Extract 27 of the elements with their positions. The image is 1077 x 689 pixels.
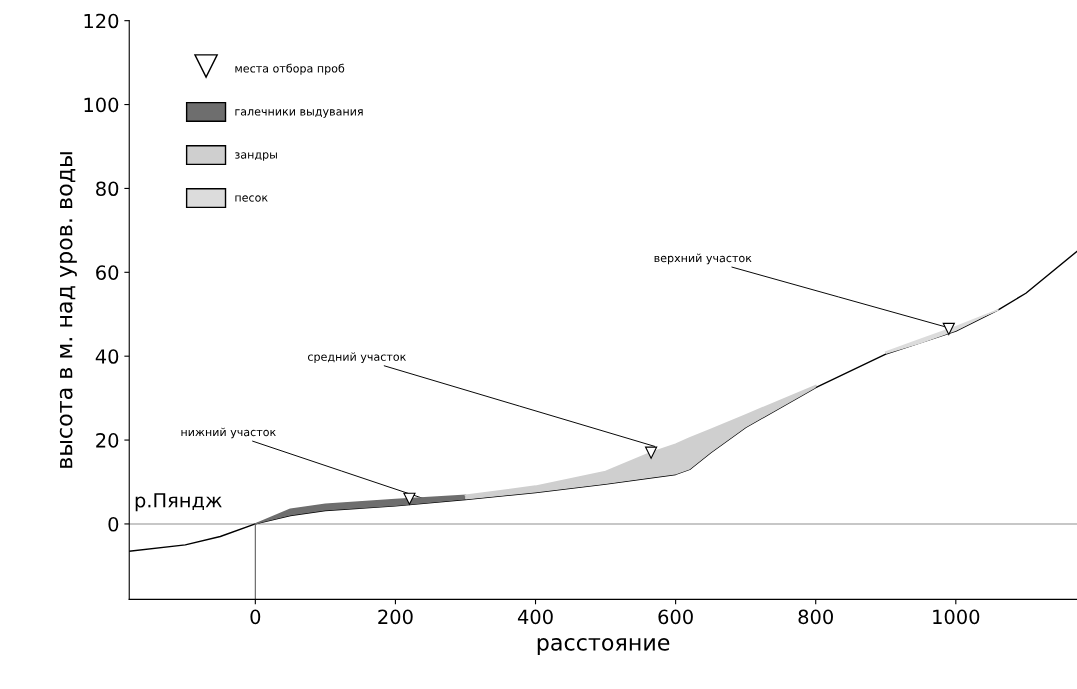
legend-label: места отбора проб	[235, 63, 345, 75]
y-axis-title: высота в м. над уров. воды	[59, 152, 77, 468]
legend-label: песок	[235, 195, 268, 202]
x-tick-label: 400	[517, 609, 553, 625]
legend-label: галечники выдувания	[235, 109, 363, 118]
annotation: средний участок	[308, 352, 406, 364]
y-tick-label: 100	[84, 97, 119, 113]
x-tick-label: 0	[250, 609, 261, 625]
legend-label: зандры	[235, 152, 277, 161]
annotation: нижний участок	[181, 427, 276, 439]
point	[644, 446, 658, 459]
x-tick-label: 1000	[933, 609, 980, 625]
line-series	[129, 250, 1077, 552]
annotation: верхний участок	[654, 253, 752, 265]
y-tick-label: 60	[96, 265, 119, 280]
y-tick-label: 120	[84, 13, 119, 29]
y-tick-label: 20	[96, 433, 119, 448]
x-tick-label: 200	[378, 609, 413, 625]
annotation: р.Пяндж	[135, 493, 222, 512]
x-tick-label: 600	[658, 609, 693, 625]
y-tick-label: 80	[96, 181, 119, 197]
x-tick-label: 800	[798, 609, 833, 625]
x-axis-title: расстояние	[537, 637, 670, 656]
y-tick-label: 40	[95, 349, 119, 364]
point	[403, 492, 416, 505]
y-tick-label: 0	[108, 516, 119, 532]
point	[942, 322, 955, 336]
